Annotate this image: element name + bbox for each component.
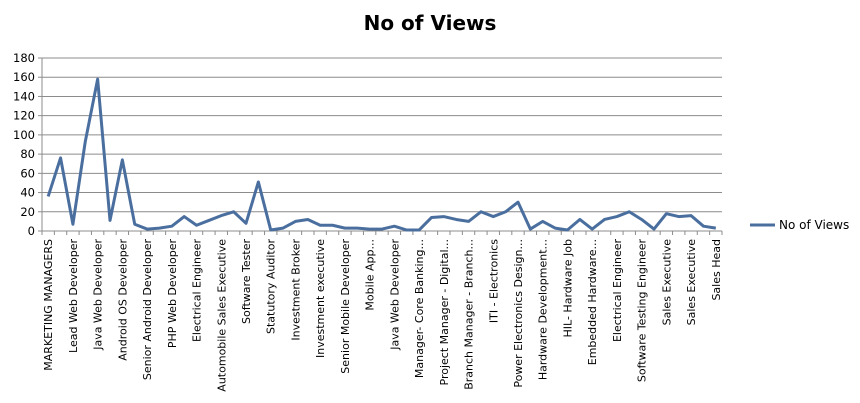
- legend: No of Views: [750, 218, 849, 232]
- x-tick-label: MARKETING MANAGERS: [42, 239, 55, 371]
- x-tick-label: Software Testing Engineer: [636, 239, 649, 383]
- x-tick-label: Hardware Development...: [537, 239, 550, 380]
- x-tick-label: Software Tester: [240, 239, 253, 324]
- series-lines: [46, 77, 717, 232]
- x-tick-label: Automobile Sales Executive: [215, 239, 228, 392]
- x-tick-label: Power Electronics Design...: [512, 239, 525, 388]
- y-tick-label: 120: [13, 109, 35, 123]
- x-tick-label: Electrical Engineer: [191, 239, 204, 343]
- x-tick-label: Sales Head: [710, 239, 723, 301]
- x-tick-label: Mobile App...: [364, 239, 377, 311]
- x-tick-label: Project Manager - Digital...: [438, 239, 451, 385]
- x-tick-label: Java Web Developer: [92, 239, 105, 351]
- x-tick-label: HIL- Hardware Job: [561, 239, 574, 337]
- x-tick-label: Android OS Developer: [116, 239, 129, 361]
- y-tick-label: 40: [20, 186, 35, 200]
- x-axis-ticks: MARKETING MANAGERS Lead Web Developer Java…: [42, 239, 723, 392]
- x-tick-label: Java Web Developer: [388, 239, 401, 351]
- x-tick-label: Lead Web Developer: [67, 239, 80, 353]
- y-axis-ticks: 0 20 40 60 80 100 120 140 160 180: [13, 51, 35, 238]
- axes: [41, 58, 723, 235]
- gridlines: [38, 57, 722, 232]
- chart-title: No of Views: [364, 11, 497, 35]
- x-tick-label: Embedded Hardware...: [586, 239, 599, 365]
- x-tick-label: Sales Executive: [660, 239, 673, 326]
- x-tick-label: Electrical Engineer: [611, 239, 624, 343]
- x-tick-label: Manager- Core Banking...: [413, 239, 426, 378]
- x-tick-label: Senior Android Developer: [141, 239, 154, 381]
- x-tick-label: PHP Web Developer: [166, 239, 179, 349]
- y-tick-label: 160: [13, 70, 35, 84]
- x-tick-label: Investment Broker: [289, 239, 302, 341]
- series-line-no-of-views: [46, 77, 717, 232]
- y-tick-label: 140: [13, 89, 35, 103]
- y-tick-label: 100: [13, 128, 35, 142]
- x-tick-label: Investment executive: [314, 239, 327, 358]
- legend-label: No of Views: [779, 218, 849, 232]
- x-tick-label: Statutory Auditor: [265, 239, 278, 334]
- y-tick-label: 0: [28, 224, 35, 238]
- y-tick-label: 20: [20, 205, 35, 219]
- y-tick-label: 60: [20, 166, 35, 180]
- x-tick-label: Senior Mobile Developer: [339, 239, 352, 374]
- x-tick-label: Branch Manager - Branch...: [463, 239, 476, 390]
- y-tick-label: 180: [13, 51, 35, 65]
- y-tick-label: 80: [20, 147, 35, 161]
- x-tick-label: ITI - Electronics: [487, 239, 500, 323]
- x-tick-label: Sales Executive: [685, 239, 698, 326]
